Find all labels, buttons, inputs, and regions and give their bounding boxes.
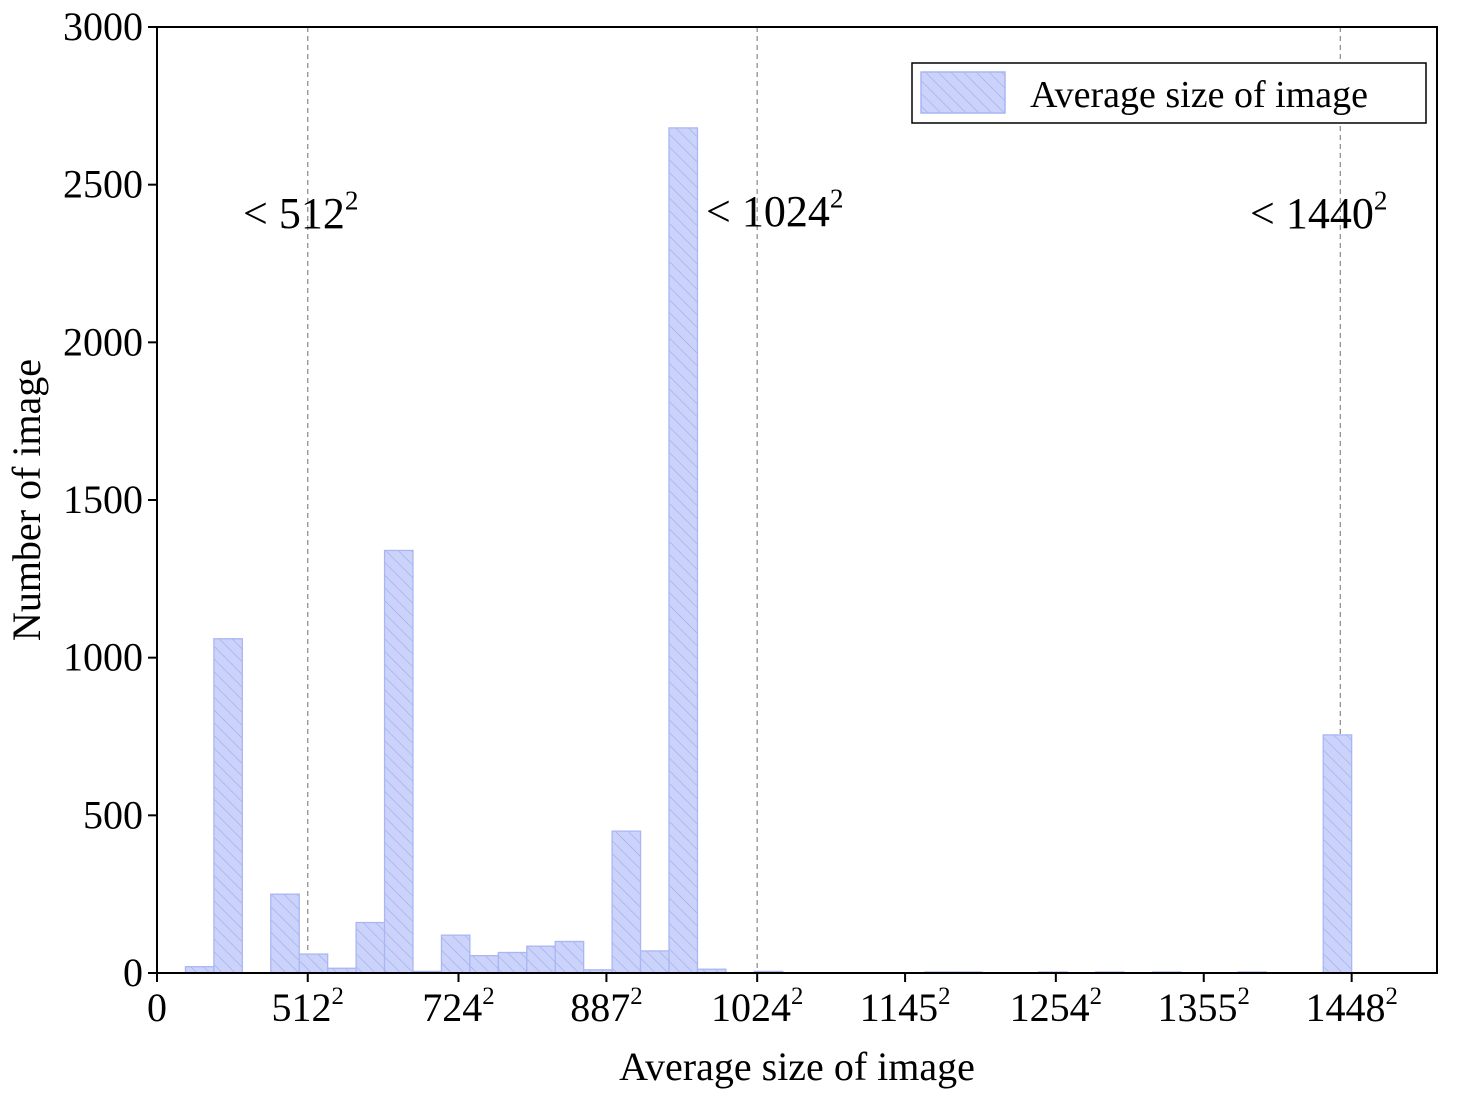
histogram-bar <box>639 950 670 974</box>
x-tick-label-sup: 2 <box>1385 983 1397 1010</box>
reference-label-1: < 10242 <box>706 184 843 236</box>
x-tick-label: 0 <box>147 985 167 1030</box>
reference-label-1-sup: 2 <box>830 184 844 214</box>
bar-hatch <box>526 945 556 974</box>
y-tick-label: 0 <box>123 950 143 995</box>
histogram-bar <box>469 955 499 974</box>
legend: Average size of image <box>911 62 1427 124</box>
histogram-bar <box>440 934 471 974</box>
reference-lines: < 5122 < 10242 < 14402 <box>243 27 1387 973</box>
x-tick-label-sup: 2 <box>332 983 344 1010</box>
reference-label-0-base: < 512 <box>243 189 345 238</box>
x-tick-label: 5122 <box>272 983 344 1030</box>
histogram-bar <box>526 945 556 974</box>
x-tick-label: 12542 <box>1010 983 1102 1030</box>
x-tick-label: 7242 <box>422 983 494 1030</box>
y-tick-label: 500 <box>83 792 143 837</box>
bar-hatch <box>213 638 243 974</box>
bar-hatch <box>469 955 499 974</box>
reference-label-1-base: < 1024 <box>706 187 830 236</box>
bar-hatch <box>668 127 699 974</box>
reference-label-2-base: < 1440 <box>1250 189 1374 238</box>
x-tick-label-base: 1355 <box>1158 985 1238 1030</box>
bar-hatch <box>355 921 386 974</box>
histogram-bar <box>1322 734 1353 974</box>
y-axis-label: Number of image <box>4 359 49 641</box>
histogram-bar <box>355 921 386 974</box>
x-tick-label-base: 512 <box>272 985 332 1030</box>
bar-hatch <box>270 893 300 974</box>
reference-label-2: < 14402 <box>1250 186 1387 238</box>
y-tick-label: 1500 <box>63 477 143 522</box>
x-tick-label-base: 1024 <box>711 985 791 1030</box>
x-tick-label: 13552 <box>1158 983 1250 1030</box>
bar-hatch <box>639 950 670 974</box>
y-tick-label: 2000 <box>63 319 143 364</box>
legend-entry-label: Average size of image <box>1030 74 1368 116</box>
x-tick-label: 14482 <box>1305 983 1397 1030</box>
histogram-bar <box>668 127 699 974</box>
bar-hatch <box>440 934 471 974</box>
histogram-bar <box>298 953 329 974</box>
legend-swatch-hatch <box>920 71 1006 114</box>
x-tick-label-base: 887 <box>570 985 630 1030</box>
x-tick-label-base: 1448 <box>1305 985 1385 1030</box>
x-tick-label-base: 0 <box>147 985 167 1030</box>
reference-label-2-sup: 2 <box>1374 186 1388 216</box>
y-tick-label: 3000 <box>63 4 143 49</box>
histogram-bar <box>383 549 414 974</box>
histogram-bar <box>554 940 585 974</box>
bar-hatch <box>611 830 642 974</box>
histogram-bar <box>213 638 243 974</box>
x-axis-label: Average size of image <box>619 1044 975 1089</box>
bar-hatch <box>383 549 414 974</box>
y-tick-label: 2500 <box>63 162 143 207</box>
reference-label-0: < 5122 <box>243 186 358 238</box>
x-tick-label-base: 1145 <box>860 985 939 1030</box>
bar-hatch <box>1322 734 1353 974</box>
x-tick-label-base: 1254 <box>1010 985 1090 1030</box>
labels-group: Average size of image Number of image <box>4 359 975 1089</box>
bar-hatch <box>298 953 329 974</box>
x-tick-label-sup: 2 <box>1090 983 1102 1010</box>
bar-hatch <box>554 940 585 974</box>
x-tick-label-sup: 2 <box>630 983 642 1010</box>
bar-hatch <box>497 951 528 974</box>
histogram-bar <box>611 830 642 974</box>
x-tick-label: 10242 <box>711 983 803 1030</box>
reference-label-0-sup: 2 <box>345 186 359 216</box>
x-tick-label-sup: 2 <box>791 983 803 1010</box>
x-tick-label-base: 724 <box>422 985 482 1030</box>
y-tick-label: 1000 <box>63 635 143 680</box>
plot-frame <box>156 26 1438 974</box>
histogram-bar <box>497 951 528 974</box>
x-tick-label-sup: 2 <box>1238 983 1250 1010</box>
x-tick-label: 11452 <box>860 983 951 1030</box>
x-tick-label-sup: 2 <box>938 983 950 1010</box>
bars-group <box>184 127 1353 974</box>
x-tick-label-sup: 2 <box>482 983 494 1010</box>
x-tick-label: 8872 <box>570 983 642 1030</box>
histogram-bar <box>270 893 300 974</box>
